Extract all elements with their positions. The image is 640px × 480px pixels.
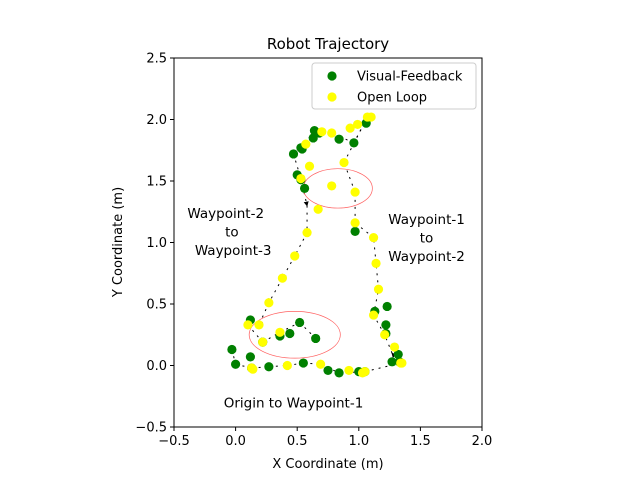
open-loop-point — [304, 161, 315, 171]
annotation-text: Waypoint-2 — [187, 206, 264, 222]
open-loop-point — [313, 204, 323, 214]
plot-area: −0.5 0.0 0.5 1.0 1.5 2.0 −0.5 0.0 0.5 1.0 1.5 2.0 2.… — [135, 52, 492, 450]
y-tick-label: 1.0 — [146, 236, 167, 251]
visual-feedback-point — [382, 301, 392, 312]
open-loop-point — [296, 173, 306, 184]
x-tick-label: −0.5 — [158, 434, 190, 449]
visual-feedback-point — [350, 226, 360, 237]
y-tick-label: 2.5 — [146, 52, 167, 67]
open-loop-point — [290, 251, 300, 261]
legend: Visual-Feedback Open Loop — [311, 62, 477, 110]
open-loop-point — [248, 364, 258, 374]
open-loop-point — [373, 284, 384, 294]
y-tick-label: 1.5 — [146, 175, 167, 190]
annotation-text: Origin to Waypoint-1 — [224, 395, 364, 411]
open-loop-point — [339, 157, 349, 168]
y-axis-label: Y Coordinate (m) — [111, 187, 126, 298]
x-tick-label: 1.0 — [348, 434, 369, 449]
x-tick-label: 0.5 — [287, 434, 308, 449]
trajectory-arrow — [235, 363, 253, 370]
open-loop-point — [258, 337, 268, 347]
visual-feedback-point — [323, 365, 333, 376]
open-loop-point — [352, 119, 363, 130]
open-loop-point — [301, 139, 311, 149]
open-loop-point — [389, 342, 400, 352]
open-loop-point — [345, 123, 355, 133]
y-tick-label: −0.5 — [135, 421, 167, 436]
open-loop-point — [350, 187, 360, 197]
annotation-text: Waypoint-3 — [195, 243, 272, 259]
trajectory-arrow — [287, 361, 305, 367]
x-tick-label: 2.0 — [472, 434, 493, 449]
visual-feedback-point — [264, 362, 274, 372]
trajectory-arrow — [353, 116, 368, 144]
y-tick-label: 2.0 — [146, 113, 167, 128]
open-loop-point — [368, 232, 379, 243]
open-loop-point — [282, 360, 292, 371]
y-tick-label: 0.5 — [146, 298, 167, 313]
x-tick-label: 1.5 — [410, 434, 431, 449]
visual-feedback-point — [349, 138, 359, 148]
open-loop-point — [380, 330, 390, 340]
visual-feedback-point — [393, 349, 403, 360]
legend-box — [311, 62, 477, 110]
highlight-ellipse — [303, 168, 373, 209]
visual-feedback-point — [227, 344, 237, 355]
visual-feedback-point — [288, 149, 299, 159]
open-loop-point — [277, 273, 288, 283]
legend-label: Visual-Feedback — [357, 70, 463, 85]
annotation-text: to — [420, 231, 434, 247]
y-tick-label: 0.0 — [146, 359, 167, 374]
x-axis-label: X Coordinate (m) — [272, 457, 383, 472]
highlight-ellipse — [248, 311, 341, 359]
open-loop-point — [264, 298, 274, 308]
legend-marker — [327, 92, 337, 102]
open-loop-point — [317, 127, 327, 137]
open-loop-point — [396, 358, 406, 368]
open-loop-point — [366, 112, 376, 122]
visual-feedback-point — [295, 317, 305, 328]
open-loop-point — [327, 181, 337, 191]
annotation-text: Waypoint-2 — [388, 249, 465, 265]
open-loop-point — [316, 359, 326, 369]
open-loop-point — [275, 327, 285, 337]
x-tick-label: 0.0 — [225, 434, 246, 449]
chart-title: Robot Trajectory — [267, 35, 389, 53]
open-loop-point — [350, 218, 360, 228]
visual-feedback-point — [299, 183, 310, 193]
trajectory-arrow — [343, 161, 356, 193]
annotation-text: to — [225, 224, 239, 240]
visual-feedback-point — [308, 133, 318, 143]
visual-feedback-point — [245, 352, 255, 362]
open-loop-point — [357, 368, 368, 378]
open-loop-point — [243, 320, 253, 330]
open-loop-point — [254, 320, 264, 330]
visual-feedback-point — [298, 358, 308, 368]
visual-feedback-point — [381, 320, 391, 330]
annotation-text: Waypoint-1 — [388, 212, 465, 228]
legend-label: Open Loop — [357, 91, 427, 106]
open-loop-point — [371, 258, 381, 269]
open-loop-point — [368, 310, 379, 320]
visual-feedback-point — [311, 333, 321, 344]
open-loop-point — [344, 365, 354, 376]
trajectory-arrow — [231, 349, 238, 366]
open-loop-point — [327, 128, 337, 138]
visual-feedback-point — [285, 328, 295, 339]
open-loop-point — [302, 228, 312, 238]
visual-feedback-point — [334, 368, 344, 378]
legend-marker — [327, 71, 337, 81]
visual-feedback-point — [387, 357, 397, 367]
trajectory-arrow — [268, 277, 283, 304]
visual-feedback-point — [334, 134, 344, 144]
visual-feedback-point — [231, 359, 241, 369]
